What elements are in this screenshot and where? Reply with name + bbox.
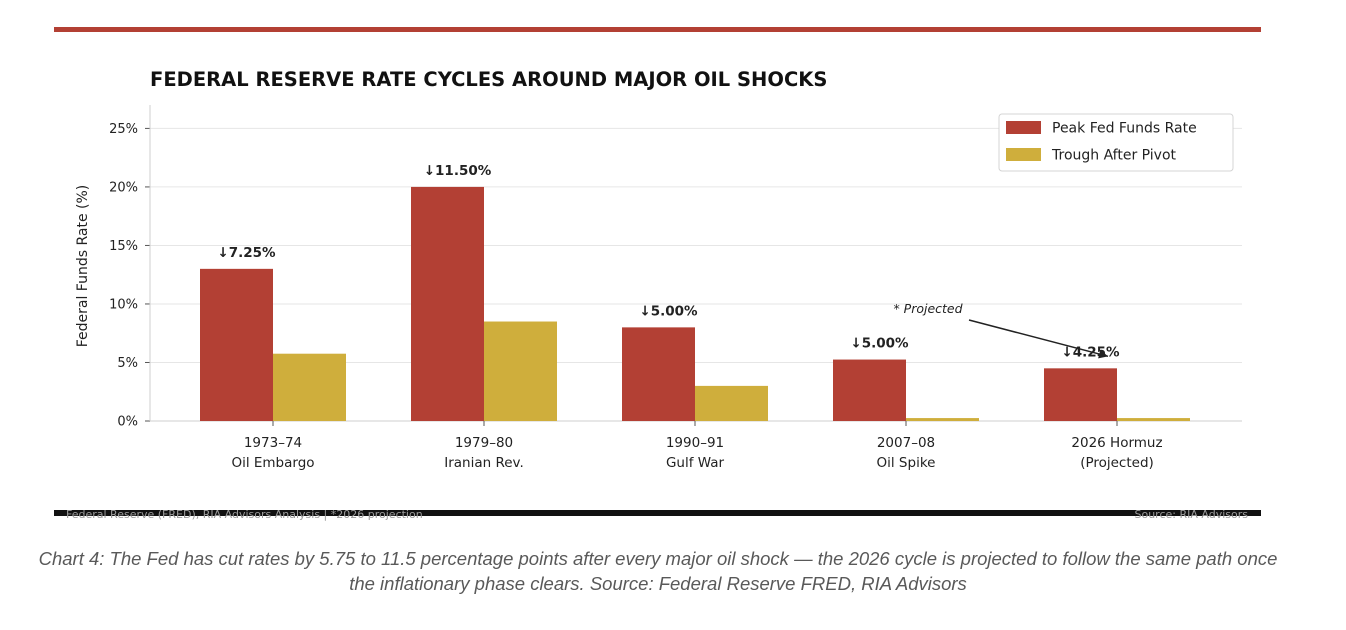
peak-rate-bar [411, 186, 484, 421]
legend-label: Trough After Pivot [1051, 148, 1177, 164]
legend-swatch [1006, 121, 1041, 134]
x-tick-label: Oil Embargo [231, 455, 314, 471]
trough-rate-bar [906, 418, 979, 421]
peak-rate-bar [200, 268, 273, 421]
trough-rate-bar [484, 321, 557, 421]
x-tick-label: 1979–80 [455, 435, 513, 451]
y-tick-label: 20% [109, 180, 138, 195]
footer-source: Source: RIA Advisors [1134, 508, 1249, 521]
peak-rate-bar [622, 327, 695, 421]
chart: FEDERAL RESERVE RATE CYCLES AROUND MAJOR… [75, 68, 1242, 471]
x-tick-label: (Projected) [1080, 455, 1154, 471]
y-axis-label: Federal Funds Rate (%) [75, 185, 91, 348]
x-tick-label: Oil Spike [877, 455, 936, 471]
y-tick-label: 25% [109, 122, 138, 137]
x-tick-label: 2007–08 [877, 435, 935, 451]
rate-cut-label: ↓5.00% [850, 336, 909, 352]
peak-rate-bar [1044, 368, 1117, 421]
x-tick-label: 1973–74 [244, 435, 302, 451]
legend: Peak Fed Funds Rate Trough After Pivot [998, 113, 1234, 172]
x-tick-label: 1990–91 [666, 435, 724, 451]
legend-box [998, 113, 1234, 172]
legend-label: Peak Fed Funds Rate [1052, 121, 1197, 137]
rate-cut-label: ↓11.50% [424, 163, 492, 179]
y-tick-label: 0% [117, 415, 138, 430]
rate-cut-label: ↓5.00% [639, 303, 698, 319]
chart-caption: Chart 4: The Fed has cut rates by 5.75 t… [38, 548, 1278, 594]
x-tick-label: Gulf War [666, 455, 725, 471]
annotation-arrow-head [1098, 349, 1108, 359]
trough-rate-bar [1117, 418, 1190, 421]
top-accent-rule [54, 27, 1261, 32]
peak-rate-bar [833, 359, 906, 421]
chart-title: FEDERAL RESERVE RATE CYCLES AROUND MAJOR… [150, 68, 827, 91]
bottom-rule [54, 510, 1261, 516]
y-tick-label: 15% [109, 239, 138, 254]
projection-annotation: * Projected [893, 301, 1109, 359]
bars [200, 186, 1190, 421]
y-tick-label: 10% [109, 297, 138, 312]
trough-rate-bar [273, 353, 346, 421]
annotation-text: * Projected [893, 301, 962, 316]
rate-cut-label: ↓7.25% [217, 245, 276, 261]
x-tick-label: Iranian Rev. [444, 455, 524, 471]
trough-rate-bar [695, 385, 768, 421]
legend-swatch [1006, 148, 1041, 161]
x-tick-label: 2026 Hormuz [1071, 435, 1162, 451]
tick-labels: 0% 5% 10% 15% 20% 25% 1973–74 Oil Embargo 1979–8… [109, 122, 1162, 471]
y-tick-label: 5% [117, 356, 138, 371]
annotation-arrow-line [968, 319, 1109, 358]
footer-source-note: Federal Reserve (FRED), RIA Advisors Ana… [66, 508, 423, 521]
